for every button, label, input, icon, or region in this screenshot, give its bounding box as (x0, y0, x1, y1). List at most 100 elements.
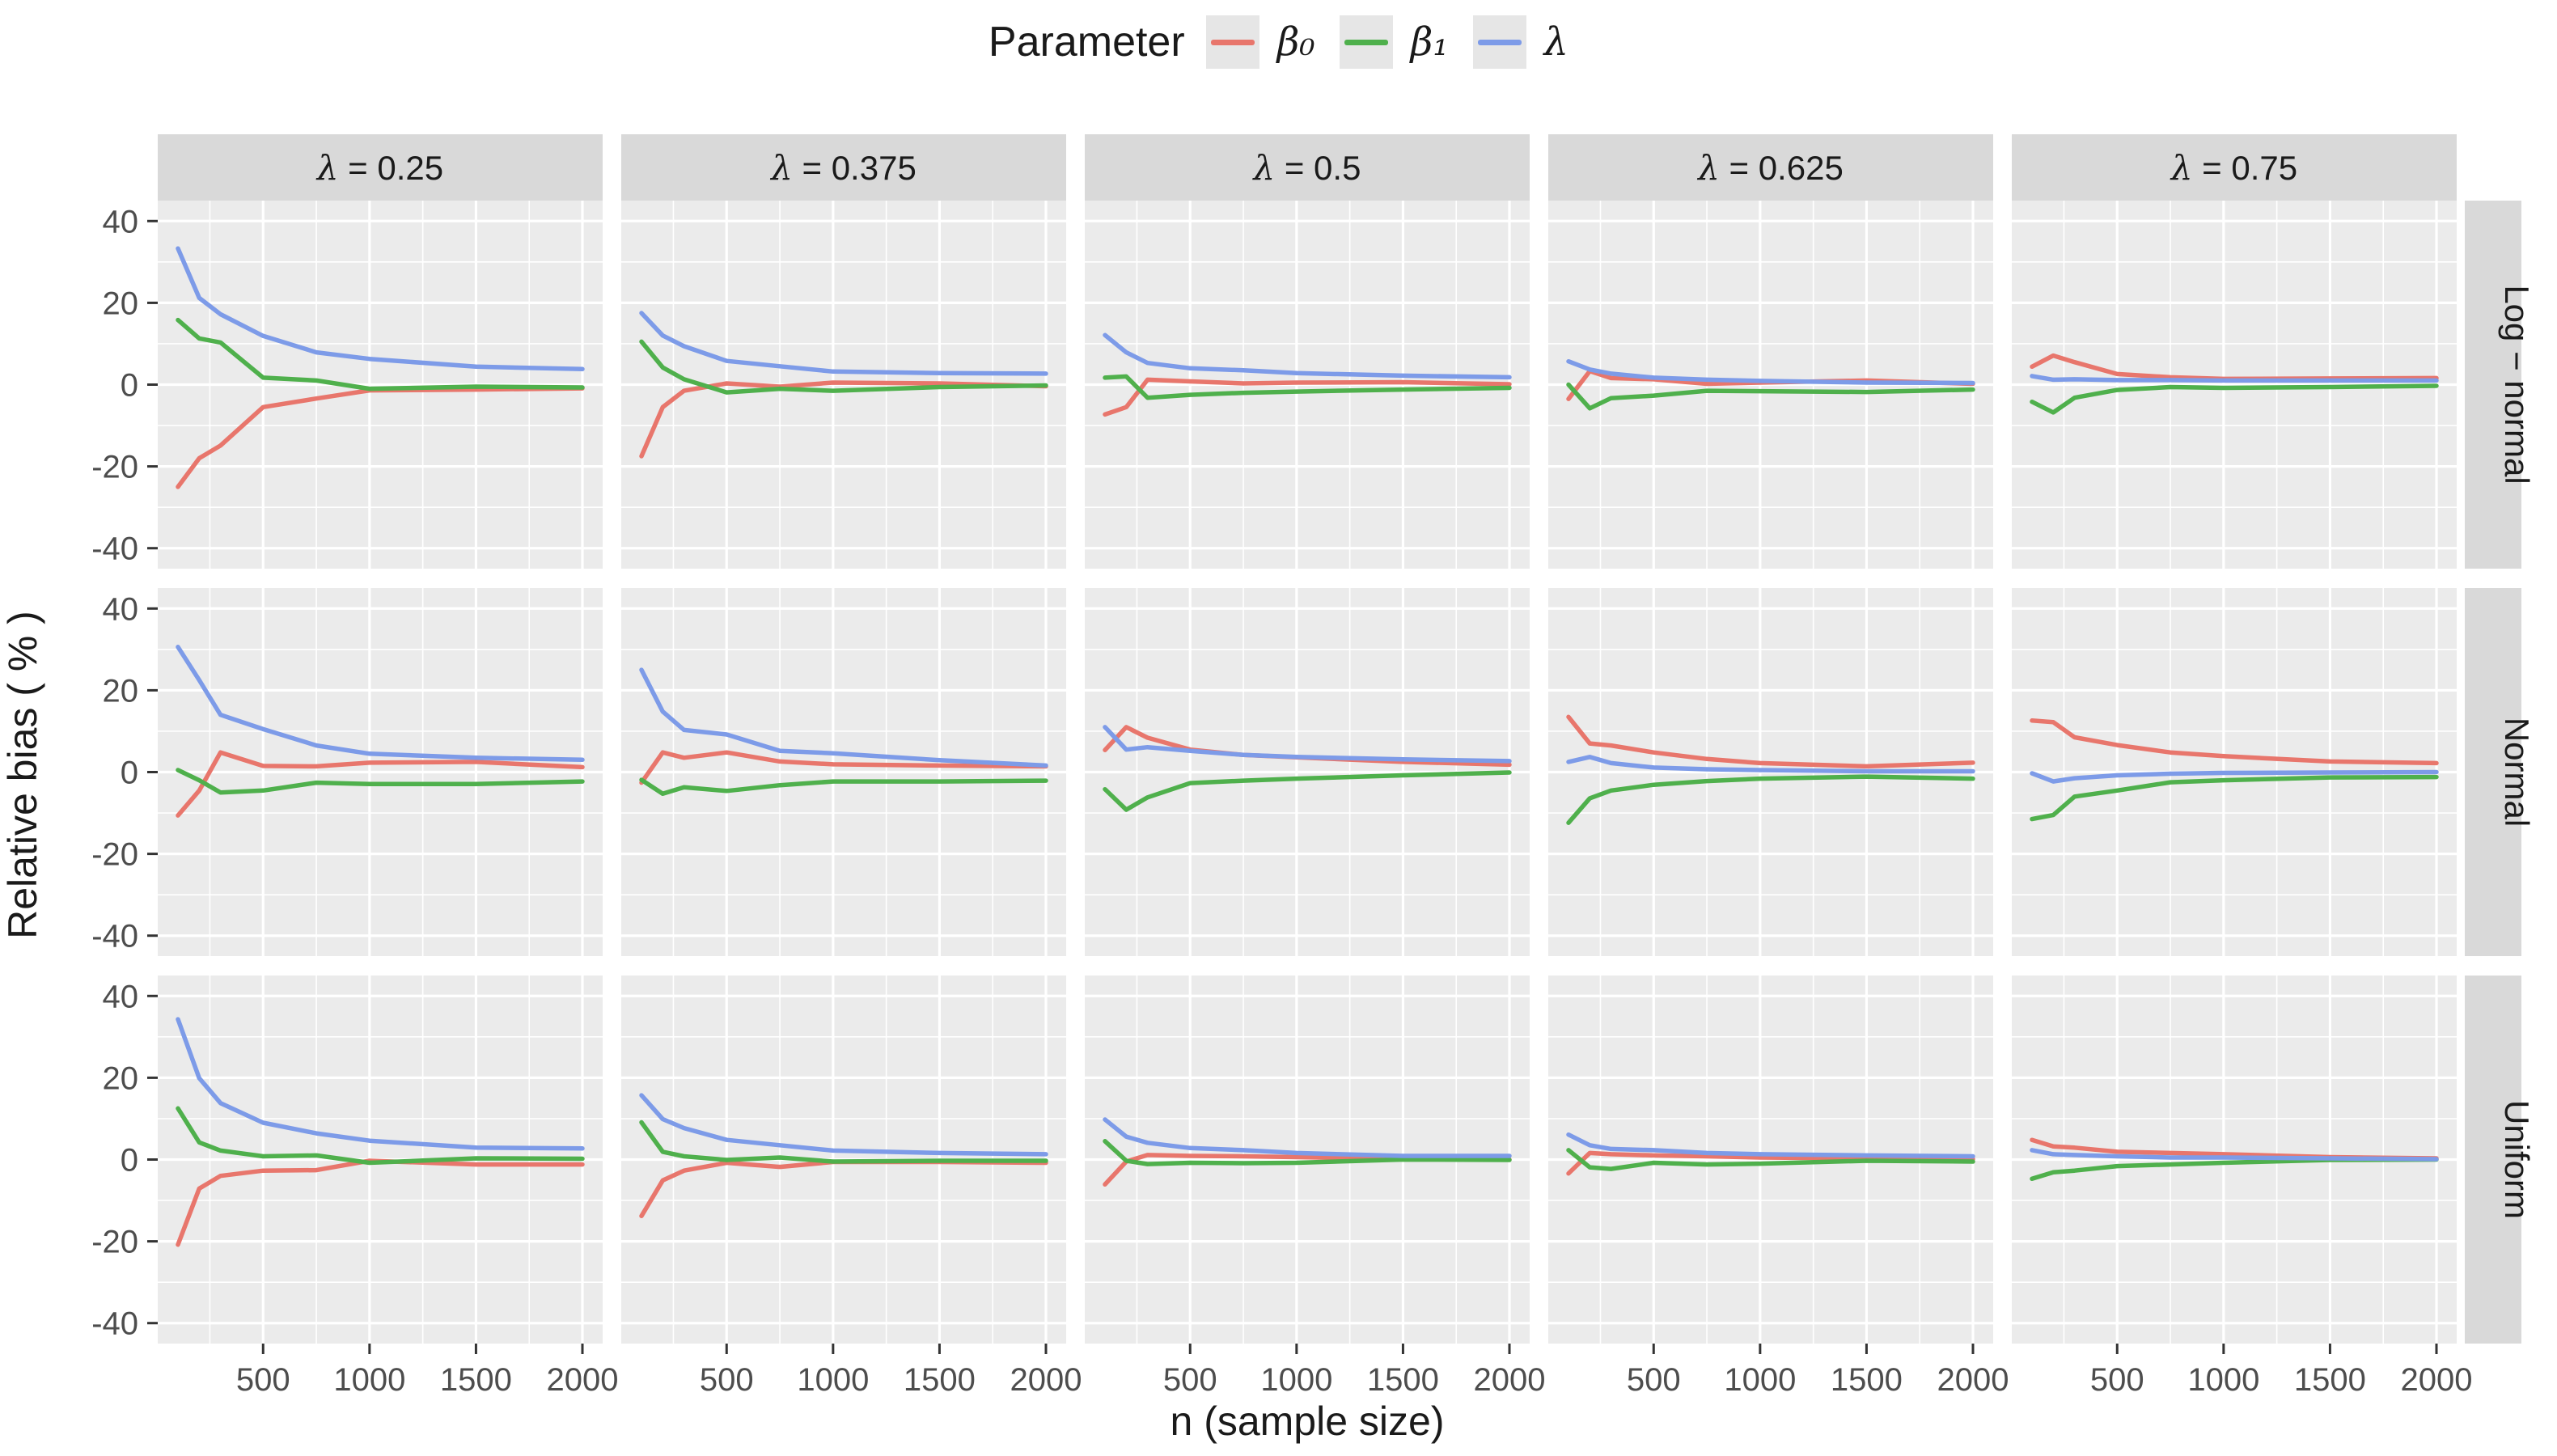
y-tick-label: -40 (91, 919, 138, 954)
series-line-β₁ (1566, 1148, 1975, 1171)
x-tick-label: 500 (1627, 1362, 1681, 1398)
panel-λ=0.75-Log−normal (2012, 201, 2457, 569)
series-line-β₁ (176, 317, 585, 392)
legend-item-label: β₁ (1410, 19, 1449, 65)
x-tick-label: 1000 (1260, 1362, 1332, 1398)
y-tick-label: 40 (103, 204, 139, 239)
y-tick-label: -40 (91, 531, 138, 567)
col-strip-label: λ = 0.25 (315, 148, 443, 188)
series-line-λ (2030, 1148, 2439, 1162)
x-tick-label: 500 (2090, 1362, 2144, 1398)
series-line-β₀ (2030, 718, 2439, 766)
col-strip: λ = 0.75 (2012, 134, 2457, 201)
col-strip-background (2012, 134, 2457, 201)
series-line-β₀ (1566, 714, 1975, 769)
col-strip: λ = 0.25 (158, 134, 603, 201)
series-line-β₁ (176, 1106, 585, 1166)
panel-λ=0.75-Uniform (2012, 976, 2457, 1344)
y-tick-label: 20 (103, 673, 139, 709)
series-line-β₀ (1566, 1150, 1975, 1176)
panel-λ=0.5-Normal (1085, 588, 1530, 956)
x-tick-label: 500 (1163, 1362, 1217, 1398)
x-tick-label: 500 (236, 1362, 290, 1398)
legend-item: β₀ (1205, 15, 1315, 69)
x-tick-label: 2000 (1937, 1362, 2009, 1398)
panel-λ=0.25-Normal (158, 588, 603, 956)
y-tick-label: 40 (103, 979, 139, 1014)
col-strip-background (1548, 134, 1993, 201)
series-line-λ (2030, 769, 2439, 784)
series-line-λ (1103, 1117, 1512, 1158)
gridlines (2012, 201, 2457, 569)
row-strip-background (2465, 976, 2521, 1344)
series-line-β₁ (2030, 1157, 2439, 1182)
row-strip-label: Log − normal (2498, 285, 2536, 484)
legend-line-swatch (1210, 39, 1255, 45)
series-line-β₁ (639, 777, 1048, 797)
panel-λ=0.25-Log−normal (158, 201, 603, 569)
series-line-β₀ (1103, 377, 1512, 417)
panel-λ=0.5-Log−normal (1085, 201, 1530, 569)
y-tick-label: -40 (91, 1306, 138, 1342)
x-tick-label: 2000 (1010, 1362, 1082, 1398)
legend-key-icon (1339, 15, 1393, 69)
x-axis-title: n (sample size) (1170, 1399, 1445, 1444)
legend-item-label: λ (1543, 19, 1569, 65)
y-tick-label: 0 (121, 368, 138, 404)
col-strip: λ = 0.625 (1548, 134, 1993, 201)
y-tick-label: 0 (121, 1143, 138, 1179)
series-line-λ (639, 1093, 1048, 1157)
series-line-β₀ (639, 750, 1048, 785)
x-tick-label: 1500 (1831, 1362, 1903, 1398)
col-strip-background (158, 134, 603, 201)
row-strip: Uniform (2465, 976, 2536, 1344)
legend-key-icon (1205, 15, 1259, 69)
x-tick-label: 500 (700, 1362, 754, 1398)
series-line-β₀ (639, 380, 1048, 459)
y-tick-label: 0 (121, 756, 138, 791)
y-axis: 40 20 0 -20 -40 40 20 0 -20 -40 40 20 0 -20 -40 (91, 204, 158, 1342)
panel-λ=0.5-Uniform (1085, 976, 1530, 1344)
series-line-λ (639, 667, 1048, 768)
row-strip-label: Uniform (2498, 1100, 2536, 1219)
row-strip-background (2465, 201, 2521, 569)
series-line-λ (1103, 725, 1512, 764)
y-tick-label: 20 (103, 1060, 139, 1096)
x-tick-label: 1000 (797, 1362, 869, 1398)
x-tick-label: 1000 (333, 1362, 405, 1398)
y-tick-label: -20 (91, 837, 138, 873)
legend-item: β₁ (1339, 15, 1449, 69)
series-line-β₁ (1566, 774, 1975, 825)
x-tick-label: 1000 (1724, 1362, 1796, 1398)
x-tick-label: 1000 (2187, 1362, 2259, 1398)
series-line-β₁ (176, 768, 585, 795)
row-strip-background (2465, 588, 2521, 956)
row-strip: Log − normal (2465, 201, 2536, 569)
panel-λ=0.75-Normal (2012, 588, 2457, 956)
x-tick-label: 2000 (1474, 1362, 1546, 1398)
x-tick-label: 1500 (904, 1362, 976, 1398)
row-strip-label: Normal (2498, 717, 2536, 827)
series-line-β₁ (1103, 1139, 1512, 1166)
series-line-β₀ (176, 386, 585, 489)
col-strip-background (621, 134, 1066, 201)
series-line-β₁ (2030, 774, 2439, 822)
y-tick-label: -20 (91, 450, 138, 485)
gridlines (158, 201, 603, 569)
x-tick-label: 1500 (440, 1362, 512, 1398)
series-line-λ (1566, 358, 1975, 386)
col-strip-label: λ = 0.625 (1696, 148, 1844, 188)
y-tick-label: 20 (103, 286, 139, 321)
col-strip: λ = 0.5 (1085, 134, 1530, 201)
col-strip-label: λ = 0.75 (2170, 148, 2297, 188)
legend: Parameter β₀ β₁ λ (0, 8, 2557, 76)
gridlines (158, 588, 603, 956)
legend-key-icon (1472, 15, 1526, 69)
panel-λ=0.625-Normal (1548, 588, 1993, 956)
series-line-λ (1566, 755, 1975, 774)
legend-items: β₀ β₁ λ (1205, 15, 1569, 69)
series-line-β₁ (1103, 770, 1512, 812)
y-tick-label: -20 (91, 1225, 138, 1260)
panel-λ=0.625-Log−normal (1548, 201, 1993, 569)
